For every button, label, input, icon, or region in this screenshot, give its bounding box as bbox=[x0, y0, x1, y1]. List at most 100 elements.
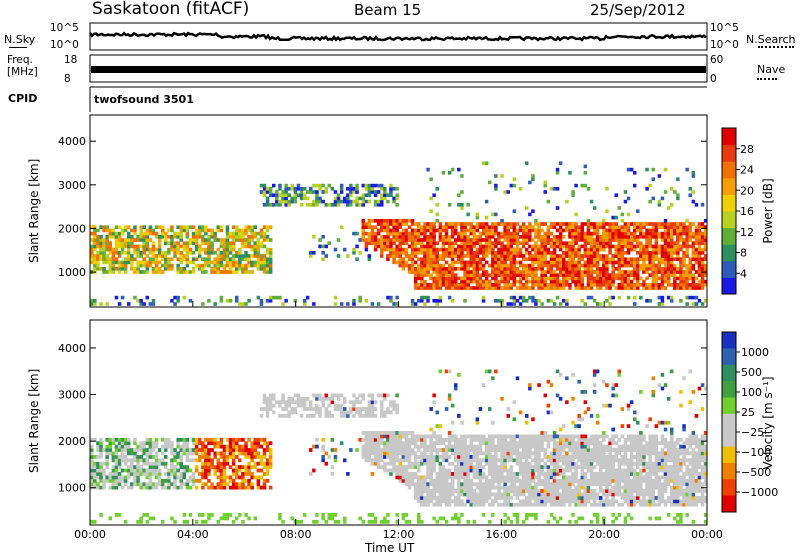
velocity-cell bbox=[389, 462, 393, 466]
power-cell bbox=[581, 286, 585, 290]
velocity-cell bbox=[146, 455, 150, 459]
velocity-cell bbox=[423, 438, 427, 442]
velocity-cell bbox=[547, 472, 551, 476]
power-cell bbox=[454, 225, 458, 229]
power-cell bbox=[571, 232, 575, 236]
power-cell bbox=[189, 261, 193, 265]
power-cell bbox=[608, 296, 612, 300]
freq-bar bbox=[91, 66, 706, 73]
power-cell bbox=[250, 254, 254, 258]
velocity-cell bbox=[414, 493, 418, 497]
power-cell bbox=[494, 299, 498, 303]
power-cell bbox=[176, 225, 180, 229]
power-cell bbox=[380, 187, 384, 191]
power-cell bbox=[608, 248, 612, 252]
power-cell bbox=[488, 264, 492, 268]
power-cell bbox=[513, 302, 517, 306]
power-cell bbox=[210, 270, 214, 274]
velocity-cell bbox=[115, 465, 119, 469]
velocity-cell bbox=[547, 411, 551, 415]
power-cell bbox=[648, 273, 652, 277]
power-cell bbox=[476, 229, 480, 233]
power-cell bbox=[204, 238, 208, 242]
velocity-cell bbox=[358, 411, 362, 415]
power-cell bbox=[429, 283, 433, 287]
velocity-cell bbox=[176, 455, 180, 459]
velocity-cell bbox=[201, 513, 205, 517]
power-cell bbox=[624, 238, 628, 242]
velocity-cell bbox=[454, 387, 458, 391]
velocity-cell bbox=[470, 462, 474, 466]
power-cell bbox=[652, 245, 656, 249]
power-cell bbox=[550, 257, 554, 261]
power-cell bbox=[408, 238, 412, 242]
power-cell bbox=[476, 254, 480, 258]
power-cell bbox=[118, 302, 122, 306]
power-cell bbox=[315, 184, 319, 188]
power-cell bbox=[556, 222, 560, 226]
velocity-cell bbox=[476, 417, 480, 421]
power-cell bbox=[300, 187, 304, 191]
velocity-cell bbox=[334, 455, 338, 459]
velocity-cell bbox=[540, 441, 544, 445]
velocity-cell bbox=[534, 455, 538, 459]
velocity-cell bbox=[115, 452, 119, 456]
power-cell bbox=[374, 245, 378, 249]
power-cell bbox=[698, 254, 702, 258]
power-cell bbox=[695, 277, 699, 281]
velocity-cell bbox=[189, 469, 193, 473]
power-cell bbox=[701, 238, 705, 242]
power-cell bbox=[611, 264, 615, 268]
power-cell bbox=[590, 232, 594, 236]
power-cell bbox=[503, 267, 507, 271]
power-cell bbox=[402, 235, 406, 239]
velocity-cell bbox=[522, 469, 526, 473]
power-cell bbox=[374, 184, 378, 188]
velocity-cell bbox=[112, 438, 116, 442]
velocity-cell bbox=[507, 452, 511, 456]
power-cell bbox=[611, 225, 615, 229]
power-cell bbox=[577, 267, 581, 271]
velocity-cell bbox=[152, 465, 156, 469]
power-cell bbox=[553, 264, 557, 268]
power-cell bbox=[473, 229, 477, 233]
velocity-cell bbox=[121, 452, 125, 456]
velocity-cell bbox=[152, 517, 156, 521]
velocity-cell bbox=[476, 496, 480, 500]
power-cell bbox=[679, 235, 683, 239]
velocity-cell bbox=[519, 455, 523, 459]
power-cell bbox=[642, 254, 646, 258]
power-cell bbox=[213, 261, 217, 265]
power-cell bbox=[198, 225, 202, 229]
power-cell bbox=[507, 241, 511, 245]
power-cell bbox=[429, 254, 433, 258]
power-cell bbox=[630, 286, 634, 290]
velocity-cell bbox=[392, 435, 396, 439]
velocity-cell bbox=[257, 438, 261, 442]
power-cell bbox=[565, 277, 569, 281]
velocity-cell bbox=[460, 476, 464, 480]
power-cell bbox=[173, 232, 177, 236]
power-cell bbox=[96, 254, 100, 258]
velocity-cell bbox=[210, 448, 214, 452]
power-cell bbox=[207, 245, 211, 249]
power-cell bbox=[389, 299, 393, 303]
power-cell bbox=[318, 245, 322, 249]
power-cell bbox=[238, 257, 242, 261]
velocity-cell bbox=[223, 476, 227, 480]
power-cell bbox=[334, 302, 338, 306]
power-cell bbox=[531, 248, 535, 252]
velocity-cell bbox=[454, 383, 458, 387]
power-cell bbox=[432, 261, 436, 265]
velocity-cell bbox=[380, 455, 384, 459]
power-cell bbox=[235, 270, 239, 274]
power-cell bbox=[667, 248, 671, 252]
velocity-cell bbox=[402, 435, 406, 439]
velocity-cell bbox=[528, 469, 532, 473]
power-cell bbox=[587, 296, 591, 300]
power-cell bbox=[571, 277, 575, 281]
velocity-cell bbox=[343, 397, 347, 401]
power-cell bbox=[655, 264, 659, 268]
power-cell bbox=[429, 257, 433, 261]
power-cell bbox=[217, 267, 221, 271]
